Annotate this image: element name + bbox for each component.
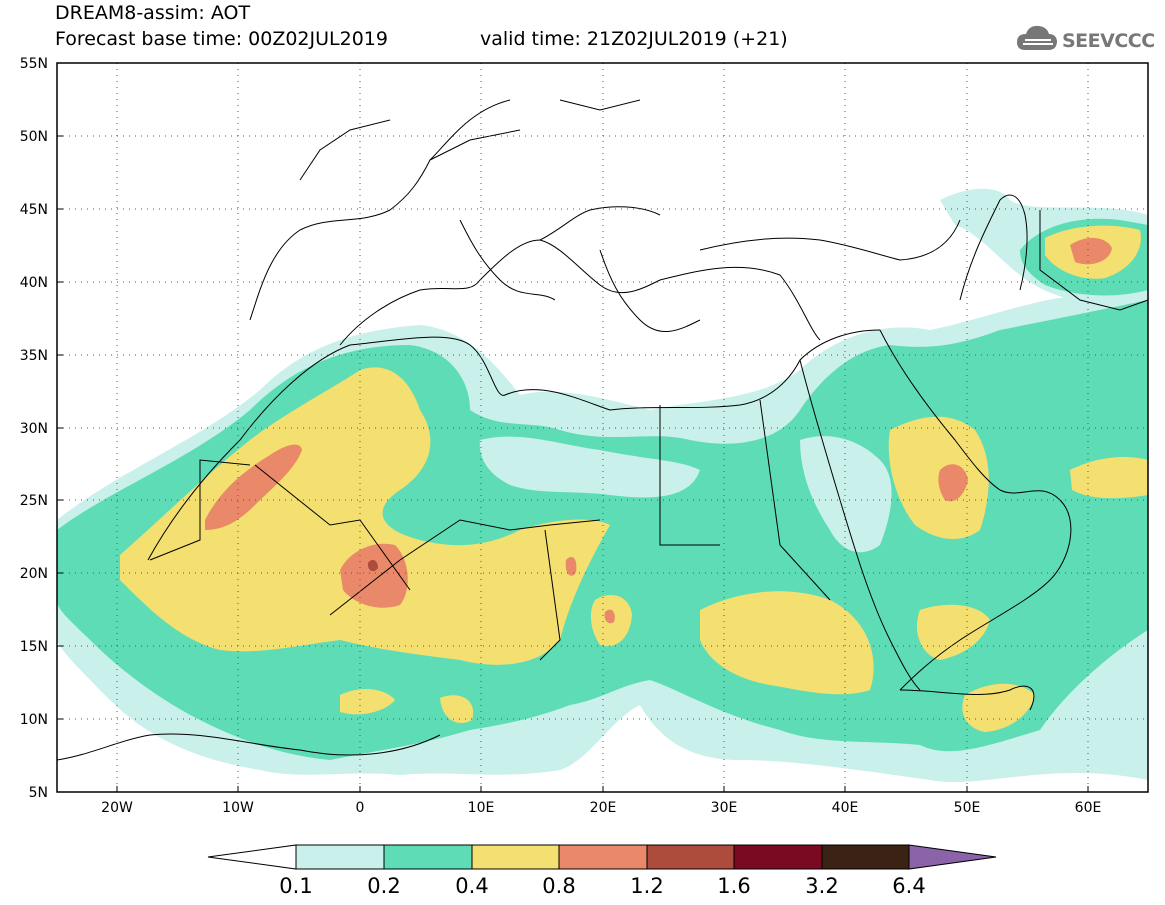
lat-label: 40N — [20, 275, 48, 291]
aot-level-0.4 — [700, 591, 874, 695]
colorbar-label: 3.2 — [805, 874, 838, 898]
colorbar-labels: 0.1 0.2 0.4 0.8 1.2 1.6 3.2 6.4 — [279, 874, 925, 898]
colorbar-box — [821, 844, 910, 870]
colorbar-label: 0.4 — [455, 874, 488, 898]
coastlines — [57, 99, 1148, 761]
colorbar-label: 6.4 — [892, 874, 925, 898]
lon-label: 60E — [1075, 800, 1102, 816]
colorbar-label: 0.1 — [279, 874, 312, 898]
aot-level-0.8 — [565, 556, 577, 576]
aot-level-0.4 — [120, 367, 610, 665]
lat-label: 25N — [20, 493, 48, 509]
aot-level-0.4 — [916, 604, 990, 660]
title-product: DREAM8-assim: AOT — [55, 2, 251, 24]
lon-label: 40E — [832, 800, 859, 816]
aot-level-0.8 — [340, 543, 408, 608]
aot-level-0.1 — [800, 436, 892, 553]
lon-label: 0 — [356, 800, 365, 816]
colorbar-arrow-low — [207, 844, 297, 870]
colorbar-arrow-high — [908, 844, 997, 870]
colorbar — [207, 844, 997, 870]
lon-label: 10E — [468, 800, 495, 816]
aot-level-0.4 — [340, 688, 395, 715]
lon-label: 20E — [590, 800, 617, 816]
lat-label: 5N — [29, 785, 48, 801]
colorbar-label: 0.8 — [542, 874, 575, 898]
title-times: Forecast base time: 00Z02JUL2019 valid ti… — [55, 28, 788, 50]
lat-label: 55N — [20, 56, 48, 72]
aot-level-0.1 — [479, 436, 700, 498]
lat-label: 10N — [20, 712, 48, 728]
lon-label: 50E — [954, 800, 981, 816]
colorbar-box — [646, 844, 735, 870]
colorbar-box — [295, 844, 385, 870]
lat-label: 30N — [20, 421, 48, 437]
lon-labels: 20W 10W 0 10E 20E 30E 40E 50E 60E — [101, 800, 1101, 816]
aot-level-0.8 — [938, 464, 968, 502]
lat-label: 15N — [20, 639, 48, 655]
cloud-icon — [1017, 25, 1057, 50]
aot-level-0.4 — [1070, 457, 1148, 499]
lat-label: 45N — [20, 202, 48, 218]
forecast-base-time: Forecast base time: 00Z02JUL2019 — [55, 28, 388, 50]
lat-labels: 5N 10N 15N 20N 25N 30N 35N 40N 45N 50N 5… — [20, 56, 48, 801]
aot-level-0.8 — [604, 609, 615, 624]
lat-label: 50N — [20, 129, 48, 145]
colorbar-box — [733, 844, 823, 870]
colorbar-box — [383, 844, 473, 870]
lon-label: 30E — [711, 800, 738, 816]
colorbar-label: 1.6 — [717, 874, 750, 898]
aot-level-0.8 — [205, 444, 302, 530]
valid-time: valid time: 21Z02JUL2019 (+21) — [480, 28, 788, 50]
aot-level-0.4 — [440, 695, 474, 724]
colorbar-label: 1.2 — [630, 874, 663, 898]
aot-level-1.2 — [367, 559, 378, 572]
aot-level-0.4 — [962, 683, 1035, 732]
aot-level-0.8 — [1070, 237, 1112, 265]
logo-text: SEEVCCC — [1062, 30, 1155, 52]
lon-label: 10W — [222, 800, 254, 816]
lon-label: 20W — [101, 800, 133, 816]
colorbar-box — [471, 844, 560, 870]
colorbar-box — [558, 844, 648, 870]
lat-label: 20N — [20, 566, 48, 582]
ticks — [57, 135, 1089, 792]
lat-label: 35N — [20, 348, 48, 364]
colorbar-label: 0.2 — [367, 874, 400, 898]
